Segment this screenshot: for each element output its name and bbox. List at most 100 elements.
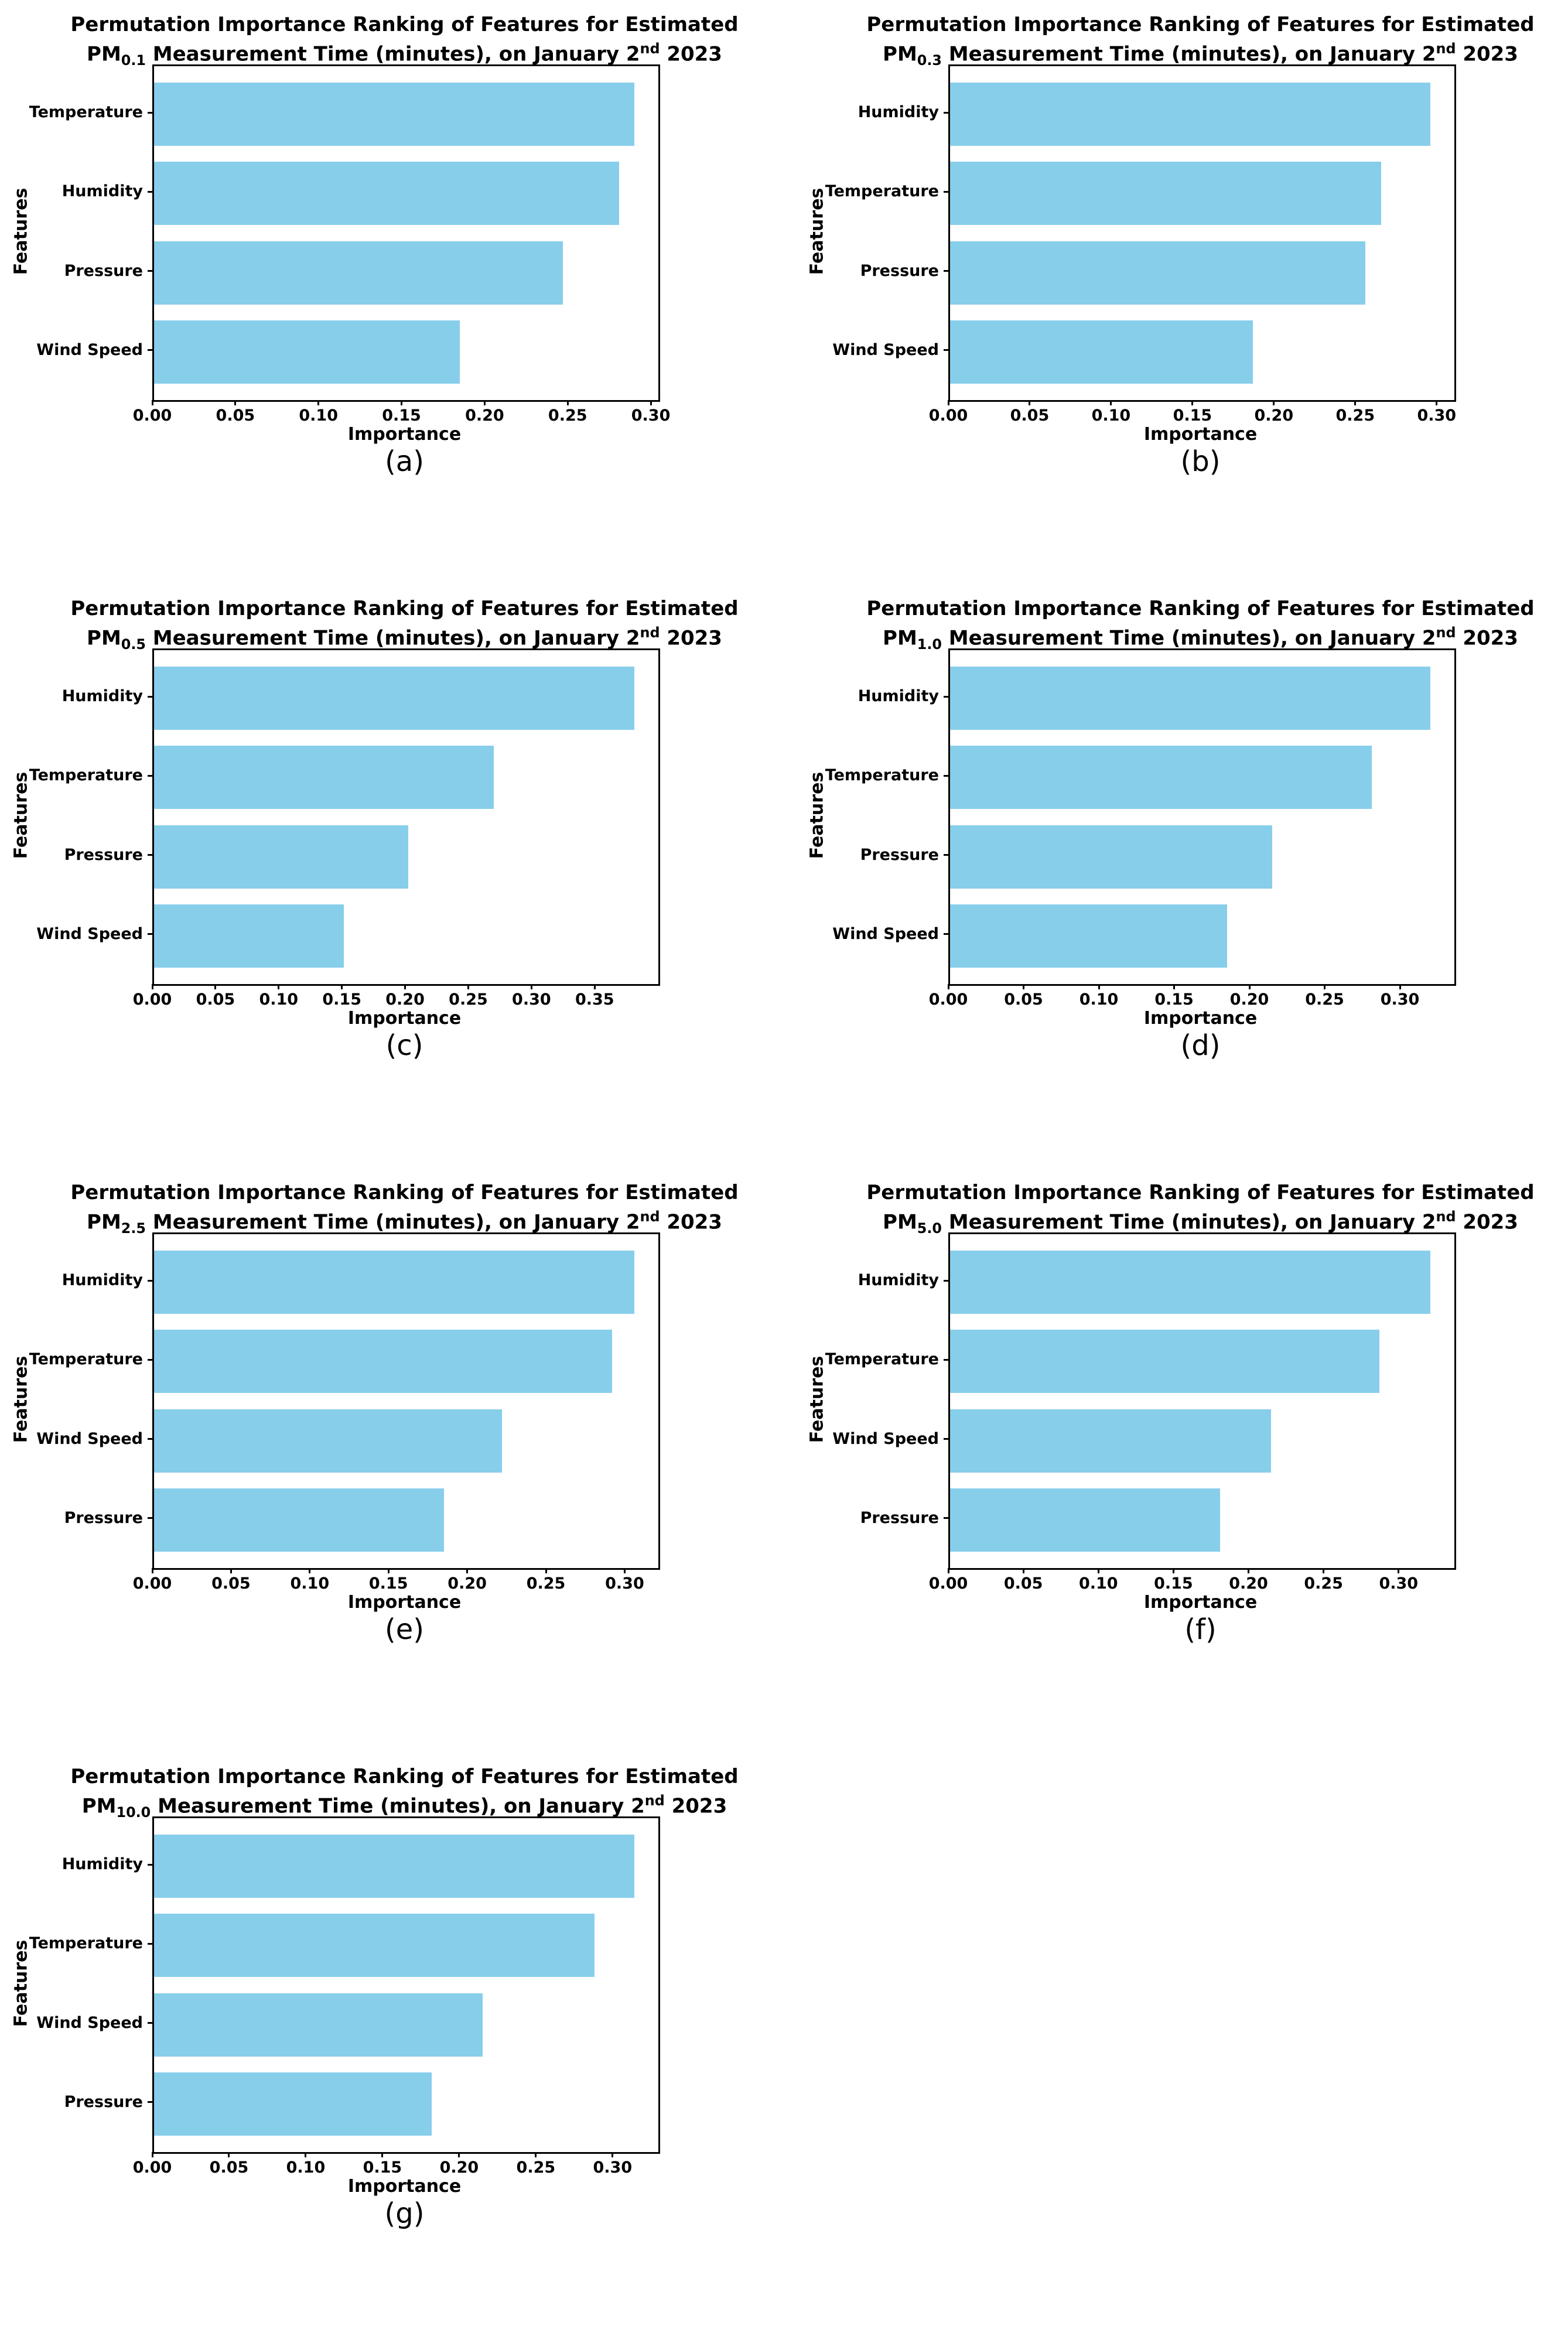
x-tick-label: 0.10 bbox=[1079, 991, 1119, 1009]
y-tick-mark bbox=[148, 695, 153, 698]
x-tick-label: 0.00 bbox=[928, 1575, 968, 1593]
x-tick-label: 0.20 bbox=[1229, 1575, 1268, 1593]
x-tick-mark bbox=[947, 400, 949, 405]
subplot-caption: (b) bbox=[1180, 445, 1221, 478]
category-label: Humidity bbox=[62, 1855, 143, 1873]
bar-wind-speed bbox=[154, 1409, 503, 1473]
bar-pressure bbox=[154, 1488, 444, 1552]
category-label: Temperature bbox=[825, 766, 939, 785]
bar-temperature bbox=[154, 746, 494, 810]
x-tick-label: 0.20 bbox=[385, 991, 425, 1009]
x-tick-label: 0.10 bbox=[286, 2159, 326, 2177]
x-tick-mark bbox=[151, 1568, 153, 1573]
x-tick-mark bbox=[947, 984, 949, 989]
y-tick-mark bbox=[148, 1279, 153, 1282]
x-tick-label: 0.00 bbox=[928, 407, 968, 425]
category-label: Temperature bbox=[825, 182, 939, 201]
x-axis-label: Importance bbox=[347, 1592, 462, 1613]
category-label: Humidity bbox=[858, 1271, 939, 1289]
category-label: Temperature bbox=[29, 103, 143, 121]
title-middle-text: Measurement Time (minutes), on January 2 bbox=[941, 42, 1436, 66]
chart-title: Permutation Importance Ranking of Featur… bbox=[796, 597, 1568, 657]
bar-temperature bbox=[950, 162, 1382, 226]
y-tick-mark bbox=[148, 1438, 153, 1440]
x-tick-label: 0.00 bbox=[132, 991, 172, 1009]
x-tick-label: 0.10 bbox=[1078, 1575, 1118, 1593]
x-axis-label: Importance bbox=[1143, 424, 1258, 445]
bar-humidity bbox=[154, 1835, 634, 1898]
x-tick-label: 0.25 bbox=[516, 2159, 556, 2177]
x-tick-mark bbox=[214, 984, 217, 989]
category-label: Wind Speed bbox=[36, 2013, 143, 2032]
x-tick-mark bbox=[1273, 400, 1275, 405]
x-tick-label: 0.25 bbox=[1305, 991, 1344, 1009]
y-tick-mark bbox=[148, 2022, 153, 2024]
y-tick-mark bbox=[148, 1863, 153, 1866]
x-tick-label: 0.25 bbox=[1335, 407, 1375, 425]
chart-title-line1: Permutation Importance Ranking of Featur… bbox=[866, 13, 1535, 36]
bar-humidity bbox=[154, 667, 634, 730]
x-tick-label: 0.25 bbox=[548, 407, 587, 425]
pm-subscript: 0.3 bbox=[917, 52, 942, 69]
y-tick-mark bbox=[944, 1279, 949, 1282]
ordinal-superscript: nd bbox=[640, 40, 660, 57]
x-tick-mark bbox=[612, 2152, 614, 2157]
x-tick-label: 0.25 bbox=[526, 1575, 566, 1593]
x-tick-label: 0.00 bbox=[132, 407, 172, 425]
x-tick-mark bbox=[535, 2152, 537, 2157]
category-label: Humidity bbox=[858, 103, 939, 121]
chart-panel: Permutation Importance Ranking of Featur… bbox=[0, 0, 796, 584]
chart-panel: Permutation Importance Ranking of Featur… bbox=[0, 1168, 796, 1752]
x-tick-label: 0.00 bbox=[132, 2159, 172, 2177]
x-tick-label: 0.05 bbox=[1010, 407, 1050, 425]
x-axis-label: Importance bbox=[1143, 1592, 1258, 1613]
pm-subscript: 1.0 bbox=[917, 636, 942, 653]
bar-pressure bbox=[950, 241, 1365, 305]
chart-title-line2: PM2.5 Measurement Time (minutes), on Jan… bbox=[0, 1205, 809, 1241]
x-tick-mark bbox=[467, 984, 469, 989]
x-tick-mark bbox=[305, 2152, 307, 2157]
bar-temperature bbox=[950, 1330, 1379, 1394]
x-tick-mark bbox=[623, 1568, 626, 1573]
chart-panel: Permutation Importance Ranking of Featur… bbox=[796, 0, 1568, 584]
y-tick-mark bbox=[944, 1358, 949, 1361]
subplot-caption: (f) bbox=[1184, 1613, 1217, 1646]
x-tick-label: 0.20 bbox=[1254, 407, 1294, 425]
chart-title-line2: PM0.3 Measurement Time (minutes), on Jan… bbox=[796, 37, 1568, 73]
x-tick-mark bbox=[401, 400, 403, 405]
pm-label: PM bbox=[81, 1794, 117, 1818]
category-label: Pressure bbox=[860, 1508, 939, 1527]
x-tick-label: 0.30 bbox=[605, 1575, 644, 1593]
bar-wind-speed bbox=[154, 1993, 483, 2057]
title-year-text: 2023 bbox=[1456, 42, 1518, 66]
x-tick-mark bbox=[1098, 984, 1100, 989]
chart-panel: Permutation Importance Ranking of Featur… bbox=[796, 584, 1568, 1168]
x-tick-label: 0.15 bbox=[363, 2159, 402, 2177]
subplot-caption: (e) bbox=[385, 1613, 424, 1646]
category-label: Humidity bbox=[62, 687, 143, 705]
title-year-text: 2023 bbox=[660, 626, 722, 650]
chart-title: Permutation Importance Ranking of Featur… bbox=[0, 597, 809, 657]
chart-title-line1: Permutation Importance Ranking of Featur… bbox=[866, 597, 1535, 620]
x-tick-mark bbox=[230, 1568, 232, 1573]
category-label: Pressure bbox=[860, 845, 939, 864]
bar-wind-speed bbox=[950, 904, 1227, 968]
x-tick-mark bbox=[545, 1568, 547, 1573]
bar-pressure bbox=[154, 2072, 432, 2136]
figure: Permutation Importance Ranking of Featur… bbox=[0, 0, 1568, 2230]
x-tick-label: 0.10 bbox=[290, 1575, 330, 1593]
x-tick-mark bbox=[1398, 1568, 1400, 1573]
x-tick-label: 0.30 bbox=[1380, 991, 1420, 1009]
bar-pressure bbox=[950, 825, 1272, 889]
chart-title-line1: Permutation Importance Ranking of Featur… bbox=[70, 1181, 739, 1204]
pm-label: PM bbox=[883, 42, 917, 66]
bar-temperature bbox=[950, 746, 1372, 810]
x-tick-label: 0.35 bbox=[575, 991, 614, 1009]
plot-area bbox=[948, 648, 1456, 986]
pm-label: PM bbox=[883, 1210, 917, 1234]
x-tick-mark bbox=[151, 400, 153, 405]
y-tick-mark bbox=[944, 774, 949, 777]
chart-title-line2: PM0.5 Measurement Time (minutes), on Jan… bbox=[0, 621, 809, 657]
category-label: Humidity bbox=[62, 182, 143, 201]
chart-title-line2: PM0.1 Measurement Time (minutes), on Jan… bbox=[0, 37, 809, 73]
